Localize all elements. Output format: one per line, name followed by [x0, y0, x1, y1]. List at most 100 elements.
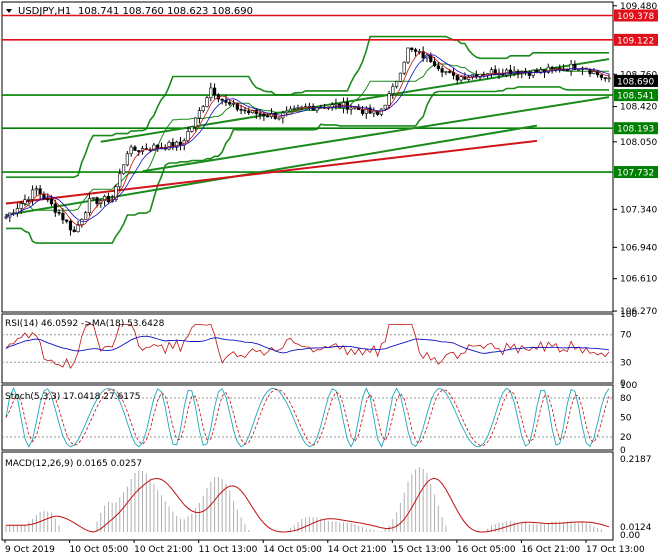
candle-body: [103, 196, 107, 201]
candle-body: [212, 87, 217, 96]
candle-body: [34, 188, 38, 191]
candle-body: [258, 113, 262, 115]
candle-body: [4, 216, 8, 219]
panel-frame: [1, 1, 614, 313]
candle-body: [129, 146, 133, 155]
level-label: 109.122: [617, 36, 654, 46]
candle-body: [455, 75, 459, 81]
candle-body: [235, 102, 239, 110]
y-tick-label: 107.340: [620, 205, 657, 215]
level-label: 108.193: [617, 125, 654, 135]
stoch-tick-label: 50: [620, 414, 632, 424]
time-axis: 9 Oct 2019 10 Oct 05:00 10 Oct 21:00 11 Oct…: [4, 540, 645, 555]
candle-body: [334, 103, 338, 106]
chart-header-ohlc: 108.741 108.760 108.623 108.690: [78, 6, 253, 17]
candle-body: [459, 76, 463, 81]
candle-body: [391, 86, 395, 94]
candle-body: [118, 173, 122, 187]
y-tick-label: 106.940: [620, 243, 657, 253]
candle-body: [239, 109, 243, 111]
candle-body: [288, 108, 293, 112]
candle-body: [444, 71, 448, 73]
candle-body: [65, 219, 69, 222]
candle-body: [398, 72, 403, 82]
level-label-box: [614, 166, 658, 179]
rsi-tick-label: 30: [620, 358, 632, 368]
candle-body: [209, 87, 213, 99]
candle-body: [201, 106, 205, 111]
current-price-label: 108.690: [617, 77, 654, 87]
y-tick-label: 109.480: [620, 2, 657, 12]
macd-signal-line: [6, 477, 610, 533]
level-label-box: [614, 89, 658, 102]
collapse-triangle-icon[interactable]: [6, 9, 12, 13]
price-panel: 109.480108.760108.420108.050107.340106.9…: [2, 2, 658, 317]
x-tick-label: 9 Oct 2019: [5, 545, 55, 555]
candle-body: [395, 80, 399, 87]
candle-body: [277, 117, 281, 120]
y-tick-label: 108.420: [620, 103, 657, 113]
stochastic-panel: 100 80 50 20 0: [2, 381, 637, 456]
trend-line: [142, 96, 610, 173]
candle-body: [410, 47, 414, 50]
candle-body: [197, 110, 202, 119]
rsi-ma-line: [5, 335, 610, 354]
candle-body: [125, 153, 129, 166]
candle-body: [285, 110, 289, 114]
x-tick-label: 14 Oct 21:00: [328, 545, 387, 555]
candle-body: [467, 76, 471, 80]
x-tick-label: 17 Oct 13:00: [586, 545, 645, 555]
candle-body: [527, 71, 531, 76]
candle-body: [569, 63, 573, 72]
current-price-box: [614, 74, 658, 87]
candle-body: [349, 107, 353, 110]
candle-body: [577, 69, 581, 71]
candle-body: [296, 107, 300, 109]
stoch-tick-label: 100: [620, 381, 637, 391]
x-tick-label: 11 Oct 13:00: [199, 545, 258, 555]
candle-body: [224, 100, 228, 103]
rsi-label: RSI(14) 46.0592 ->MA(18) 53.6428: [5, 319, 165, 329]
candle-body: [228, 102, 232, 105]
candle-body: [421, 51, 425, 59]
stoch-d-line: [5, 388, 610, 446]
candle-body: [53, 203, 57, 213]
y-tick-label: 106.270: [620, 307, 657, 317]
level-label-box: [614, 9, 658, 22]
candle-body: [262, 113, 266, 117]
stoch-tick-label: 0: [620, 446, 626, 456]
level-label: 107.732: [617, 169, 654, 179]
rsi-tick-label: 100: [620, 310, 637, 320]
rsi-tick-label: 0: [620, 379, 626, 389]
candle-body: [152, 144, 156, 151]
candle-body: [114, 186, 118, 200]
x-tick-label: 10 Oct 05:00: [70, 545, 129, 555]
stoch-label: Stoch(5,3,3) 17.0418 27.6175: [5, 392, 140, 402]
candle-body: [68, 221, 73, 231]
candle-body: [360, 109, 365, 114]
bollinger-upper: [6, 35, 609, 178]
candle-body: [61, 212, 65, 221]
level-label: 109.378: [617, 12, 654, 22]
candle-body: [266, 115, 270, 118]
x-tick-label: 15 Oct 13:00: [392, 545, 451, 555]
candle-body: [133, 146, 137, 151]
candle-body: [156, 144, 160, 148]
candle-body: [489, 69, 494, 74]
candle-body: [23, 199, 27, 204]
candle-body: [137, 150, 141, 152]
candle-body: [30, 189, 35, 200]
x-tick-label: 16 Oct 21:00: [521, 545, 580, 555]
candle-body: [413, 49, 418, 52]
level-label-box: [614, 33, 658, 46]
candle-body: [27, 199, 31, 201]
candle-body: [402, 61, 406, 74]
candle-body: [57, 212, 61, 214]
macd-tick-label: 0.2187: [620, 455, 652, 465]
candle-body: [121, 164, 126, 175]
candle-body: [186, 131, 190, 141]
candle-body: [190, 126, 194, 132]
candle-body: [205, 97, 209, 107]
